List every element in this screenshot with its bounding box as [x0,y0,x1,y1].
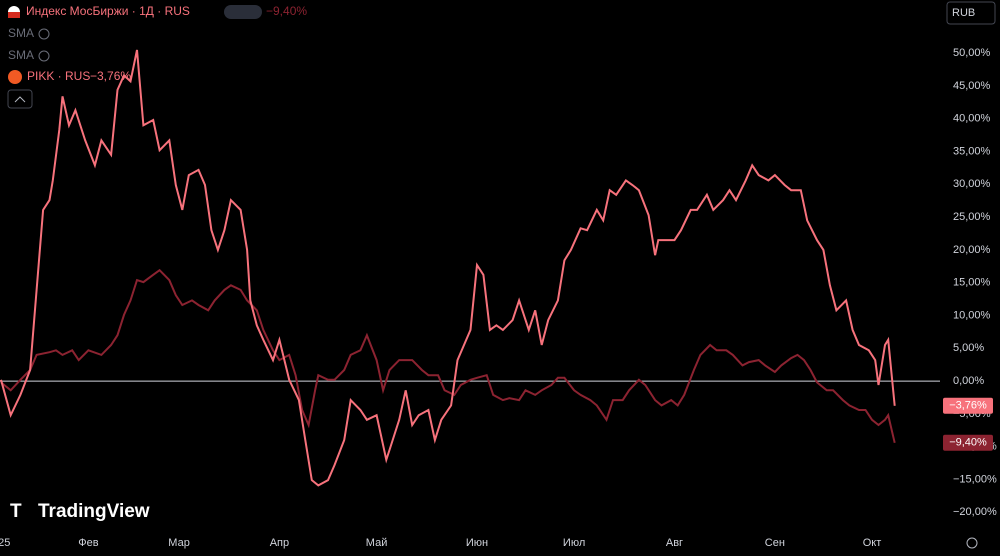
hide-icon[interactable] [38,50,50,62]
x-tick-label: Мар [168,537,190,549]
hide-icon[interactable] [38,28,50,40]
y-tick-label: 35,00% [953,145,991,157]
settings-icon[interactable] [966,537,978,549]
last-value-label: −9,40% [949,437,987,449]
badge [224,5,262,19]
legend-index: Индекс МосБиржи · 1Д · RUS [26,4,190,18]
x-tick-label: Окт [863,537,882,549]
y-tick-label: 20,00% [953,244,991,256]
y-tick-label: 0,00% [953,375,984,387]
collapse-button[interactable] [7,89,33,109]
last-value-box [943,434,993,451]
x-tick-label: Апр [270,537,289,549]
y-tick-label: 5,00% [953,342,984,354]
y-tick-label: 50,00% [953,47,991,59]
x-tick-label: 25 [0,537,10,549]
currency-button[interactable] [946,1,996,25]
y-tick-label: −15,00% [953,473,997,485]
last-value-box [943,397,993,414]
y-tick-label: −20,00% [953,506,997,518]
y-tick-label: 25,00% [953,211,991,223]
legend-index-change: −9,40% [266,4,307,18]
last-value-label: −3,76% [949,400,987,412]
indicator-label[interactable]: SMA [8,48,34,62]
x-tick-label: Авг [666,537,683,549]
x-tick-label: Июл [563,537,585,549]
legend-pikk-change: −3,76% [90,69,131,83]
series-line [0,49,896,487]
x-tick-label: Сен [765,537,785,549]
legend-pikk: PIKK · RUS [27,69,90,83]
currency-label: RUB [952,7,975,19]
y-tick-label: 40,00% [953,113,991,125]
flag-icon [8,12,20,18]
x-tick-label: Май [366,537,388,549]
y-tick-label: 15,00% [953,277,991,289]
series-line [0,268,896,444]
indicator-label[interactable]: SMA [8,26,34,40]
y-tick-label: 10,00% [953,309,991,321]
y-tick-label: 45,00% [953,80,991,92]
x-tick-label: Июн [466,537,488,549]
pikk-icon [8,70,22,84]
logo: TradingView [38,501,150,522]
y-tick-label: 30,00% [953,178,991,190]
collapse-icon [14,96,26,103]
logo-mark: T [10,501,22,522]
x-tick-label: Фев [78,537,98,549]
